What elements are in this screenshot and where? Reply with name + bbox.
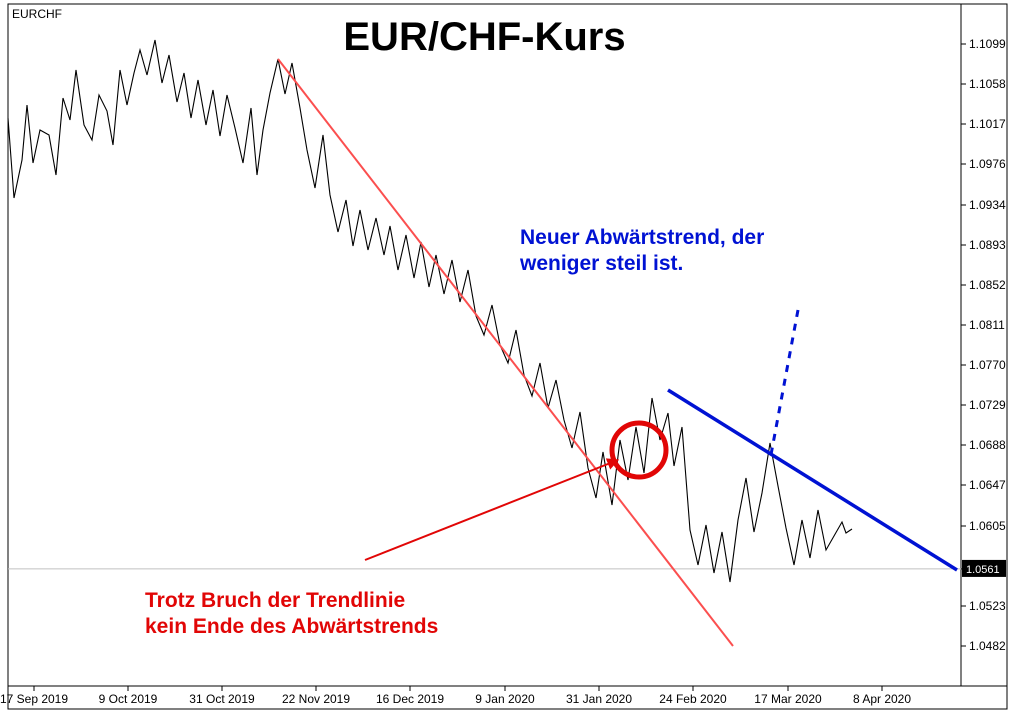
annotation-blue-line2: weniger steil ist. <box>519 252 683 275</box>
x-tick-label: 16 Dec 2019 <box>376 692 444 706</box>
price-chart-svg: 1.1099 1.1058 1.1017 1.0976 1.0934 1.0893 1.08… <box>0 0 1009 711</box>
trendline-red <box>278 59 733 646</box>
y-tick-label: 1.0934 <box>969 198 1006 212</box>
y-tick-label: 1.0852 <box>969 278 1006 292</box>
price-series <box>8 40 852 582</box>
x-tick-label: 17 Sep 2019 <box>0 692 68 706</box>
x-tick-label: 22 Nov 2019 <box>282 692 350 706</box>
annotation-red-line1: Trotz Bruch der Trendlinie <box>145 589 405 612</box>
chart-container: 1.1099 1.1058 1.1017 1.0976 1.0934 1.0893 1.08… <box>0 0 1009 711</box>
chart-title: EUR/CHF-Kurs <box>343 15 625 59</box>
x-tick-label: 31 Jan 2020 <box>566 692 632 706</box>
annotation-arrow-red <box>365 460 618 560</box>
y-tick-label: 1.0688 <box>969 438 1006 452</box>
x-tick-label: 31 Oct 2019 <box>189 692 255 706</box>
current-price-label: 1.0561 <box>966 564 1000 576</box>
y-tick-label: 1.0770 <box>969 358 1006 372</box>
x-tick-label: 17 Mar 2020 <box>754 692 822 706</box>
y-tick-label: 1.0482 <box>969 639 1006 653</box>
annotation-red: Trotz Bruch der Trendlinie kein Ende des… <box>145 589 438 638</box>
x-tick-label: 9 Jan 2020 <box>475 692 535 706</box>
x-tick-label: 24 Feb 2020 <box>659 692 727 706</box>
y-tick-label: 1.0811 <box>969 318 1005 332</box>
annotation-connector-blue <box>770 310 798 460</box>
x-tick-label: 9 Oct 2019 <box>99 692 158 706</box>
y-tick-label: 1.0647 <box>969 478 1006 492</box>
y-tick-label: 1.0893 <box>969 238 1006 252</box>
y-tick-label: 1.0523 <box>969 599 1006 613</box>
y-tick-label: 1.0605 <box>969 519 1006 533</box>
y-tick-label: 1.1099 <box>969 37 1006 51</box>
y-tick-label: 1.1058 <box>969 77 1006 91</box>
x-tick-label: 8 Apr 2020 <box>853 692 911 706</box>
annotation-blue: Neuer Abwärtstrend, der weniger steil is… <box>519 226 770 275</box>
y-tick-label: 1.0729 <box>969 398 1006 412</box>
annotation-red-line2: kein Ende des Abwärtstrends <box>145 615 438 638</box>
current-price-tag: 1.0561 <box>962 560 1006 577</box>
y-tick-label: 1.0976 <box>969 157 1006 171</box>
annotation-blue-line1: Neuer Abwärtstrend, der <box>520 226 764 249</box>
highlight-circle <box>612 423 666 477</box>
x-axis-ticks: 17 Sep 2019 9 Oct 2019 31 Oct 2019 22 Nov 2… <box>0 686 911 706</box>
ticker-label: EURCHF <box>12 7 62 21</box>
y-tick-label: 1.1017 <box>969 117 1006 131</box>
